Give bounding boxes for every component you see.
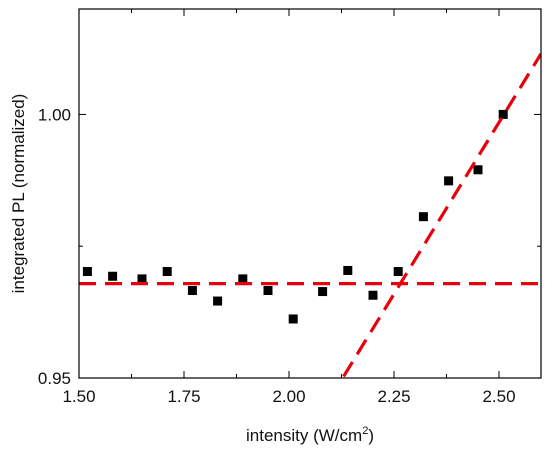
data-point [498,109,508,119]
plot-content [79,52,541,378]
y-axis-label: integrated PL (normalized) [9,94,28,294]
fit-line-2 [342,52,541,378]
data-point [162,267,172,277]
data-point [393,267,403,277]
data-point [444,176,454,186]
data-point [343,265,353,275]
plot-frame [78,8,542,379]
data-point [137,274,147,284]
data-point [82,267,92,277]
data-point [418,212,428,222]
data-point [108,271,118,281]
x-tick-label: 1.75 [167,387,200,406]
data-point [213,296,223,306]
plot-area [78,8,542,379]
data-point [368,290,378,300]
data-point [263,285,273,295]
data-point [238,274,248,284]
x-axis-label-superscript: 2 [362,425,368,437]
data-point [288,314,298,324]
y-axis: 0.95 1.00 [38,105,541,388]
x-axis: 1.50 1.75 2.00 2.25 2.50 [62,9,516,406]
x-axis-label: intensity (W/cm2) [246,425,374,445]
y-tick-label: 0.95 [38,369,71,388]
x-axis-label-end: ) [368,426,374,445]
data-point [318,287,328,297]
x-tick-label: 2.50 [482,387,515,406]
x-tick-label: 1.50 [62,387,95,406]
x-tick-label: 2.25 [377,387,410,406]
x-tick-label: 2.00 [272,387,305,406]
x-axis-label-text: intensity (W/cm [246,426,362,445]
data-point [187,285,197,295]
data-point [473,165,483,175]
y-tick-label: 1.00 [38,105,71,124]
